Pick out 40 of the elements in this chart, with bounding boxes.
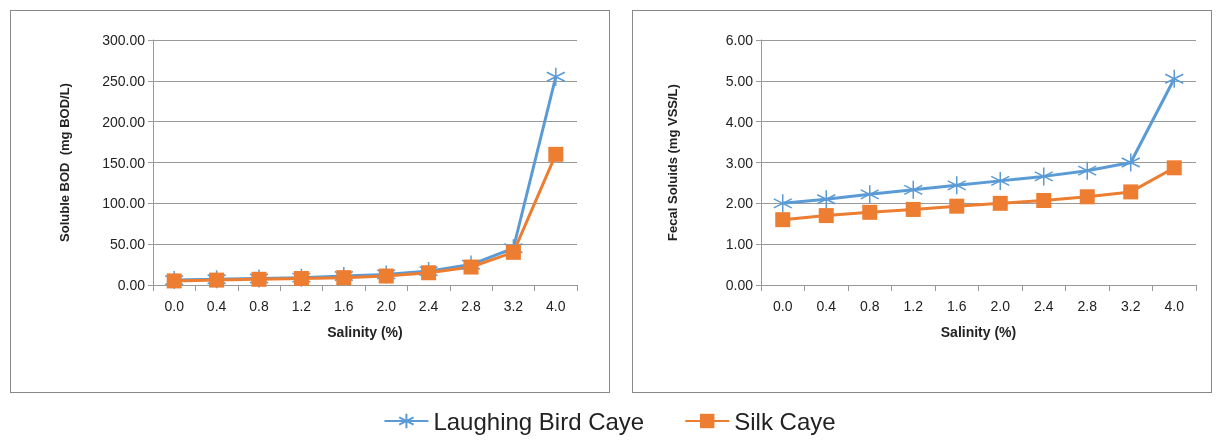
y-tick-label: 250.00: [102, 72, 146, 89]
x-tick-label: 4.0: [546, 298, 566, 314]
x-tick-label: 0.8: [249, 298, 269, 314]
x-tick-label: 2.0: [990, 298, 1011, 314]
x-tick-label: 1.6: [334, 298, 354, 314]
x-tick-label: 3.2: [503, 298, 524, 314]
x-tick-label: 0.0: [773, 298, 793, 314]
x-tick-label: 0.8: [860, 298, 880, 314]
x-tick-label: 1.2: [903, 298, 924, 314]
x-tick-label: 2.8: [461, 298, 481, 314]
y-tick-label: 1.00: [725, 236, 754, 253]
x-tick-label: 2.8: [1077, 298, 1098, 314]
y-tick-label: 6.00: [725, 32, 754, 48]
y-tick-label: 150.00: [102, 154, 146, 171]
y-axis-title: Soluble BOD (mg BOD/L): [57, 83, 72, 242]
x-axis-title: Salinity (%): [940, 324, 1017, 340]
x-tick-label: 0.0: [164, 298, 185, 314]
y-tick-label: 3.00: [725, 154, 754, 171]
x-tick-label: 4.0: [1164, 298, 1185, 314]
y-tick-label: 50.00: [109, 236, 146, 253]
x-tick-label: 0.4: [816, 298, 837, 314]
x-tick-label: 1.6: [947, 298, 967, 314]
x-tick-label: 3.2: [1121, 298, 1141, 314]
x-axis-title: Salinity (%): [327, 324, 403, 340]
y-tick-label: 0.00: [725, 277, 754, 293]
legend-label: Silk Caye: [734, 407, 836, 435]
y-tick-label: 300.00: [102, 32, 146, 48]
legend-label: Laughing Bird Caye: [433, 407, 645, 435]
x-tick-label: 0.4: [206, 298, 227, 314]
y-tick-label: 5.00: [725, 72, 754, 89]
y-tick-label: 4.00: [725, 113, 754, 130]
x-tick-label: 2.4: [418, 298, 439, 314]
x-tick-label: 1.2: [291, 298, 312, 314]
y-axis-title: Fecal Soluids (mg VSS/L): [665, 84, 680, 241]
x-tick-label: 2.4: [1034, 298, 1054, 314]
y-tick-label: 0.00: [117, 277, 146, 293]
x-tick-label: 2.0: [376, 298, 397, 314]
y-tick-label: 200.00: [102, 113, 146, 130]
y-tick-label: 2.00: [725, 195, 754, 212]
y-tick-label: 100.00: [102, 195, 146, 212]
